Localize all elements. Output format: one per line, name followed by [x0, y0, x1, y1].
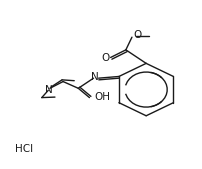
Text: HCl: HCl: [15, 144, 33, 154]
Text: O: O: [132, 30, 141, 40]
Text: OH: OH: [94, 92, 109, 102]
Text: O: O: [101, 53, 109, 63]
Text: N: N: [91, 72, 99, 82]
Text: N: N: [45, 85, 53, 95]
